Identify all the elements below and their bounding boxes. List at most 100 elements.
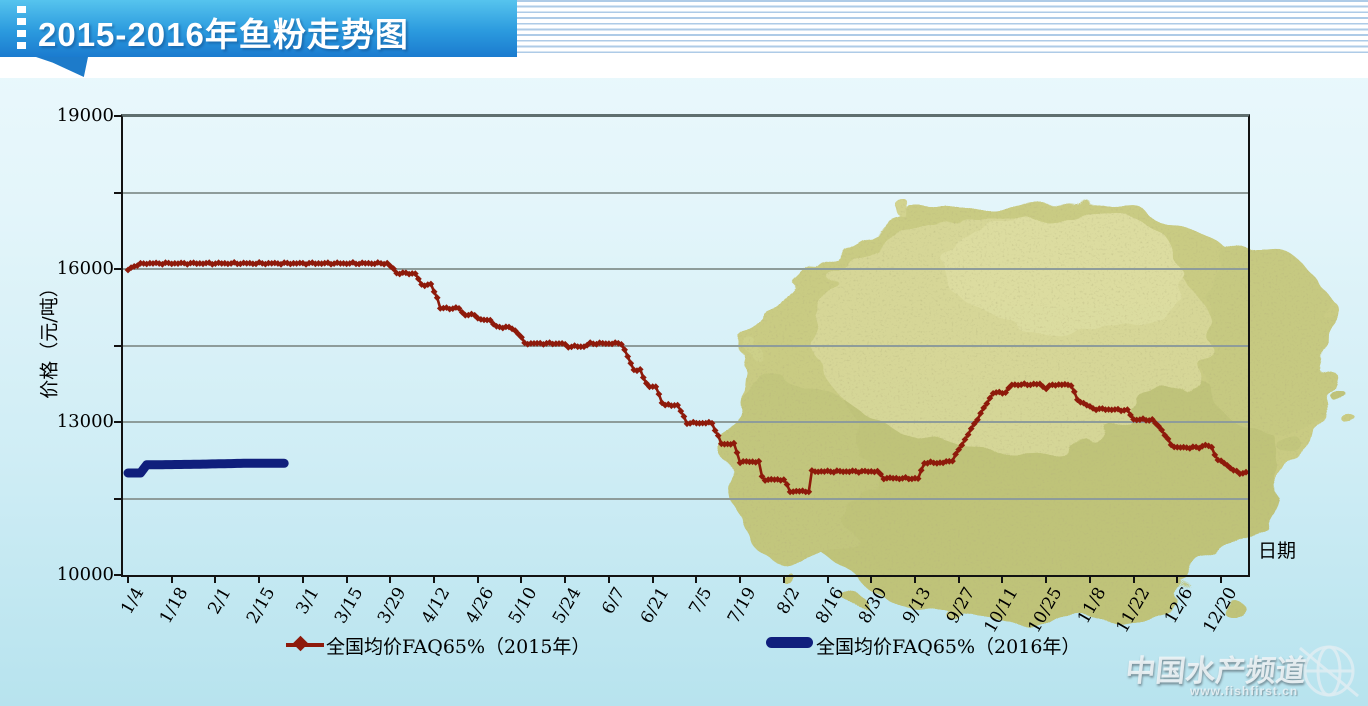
data-point-marker [1002, 389, 1009, 396]
data-point-marker [618, 341, 625, 348]
legend-marker-2016 [766, 637, 813, 648]
data-point-marker [1161, 431, 1169, 439]
x-tick [345, 577, 348, 583]
pinstripe-decoration [517, 0, 1368, 57]
data-point-marker [958, 441, 966, 449]
data-point-marker [430, 288, 438, 296]
x-tick [607, 577, 610, 583]
fishmeal-pile-image [725, 195, 1351, 622]
x-tick [1220, 577, 1223, 583]
data-point-marker [914, 475, 922, 482]
x-tick [739, 577, 742, 583]
x-tick [913, 577, 916, 583]
data-point-marker [1164, 435, 1172, 443]
data-point-marker [964, 431, 972, 438]
x-tick [870, 577, 873, 583]
y-axis-label: 13000 [56, 411, 114, 432]
y-axis-title: 价格（元/吨） [38, 278, 61, 399]
x-tick [1045, 577, 1048, 583]
data-point-marker [1127, 411, 1134, 419]
x-tick [651, 577, 654, 583]
data-point-marker [674, 401, 681, 409]
x-tick [695, 577, 698, 583]
watermark: 中国水产频道 www.fishfirst.cn [1110, 638, 1368, 706]
data-point-marker [433, 294, 441, 302]
data-point-marker [733, 449, 741, 456]
legend-label-2016: 全国均价FAQ65%（2016年） [816, 636, 1081, 658]
data-point-marker [1242, 468, 1248, 476]
data-point-marker [755, 457, 763, 465]
data-series-layer [123, 259, 1248, 496]
data-point-marker [652, 383, 660, 391]
data-point-marker [390, 265, 397, 273]
x-tick [127, 577, 129, 583]
x-tick [520, 577, 523, 583]
data-point-marker [1211, 451, 1219, 459]
legend-label-2015: 全国均价FAQ65%（2015年） [326, 636, 591, 658]
data-point-marker [677, 407, 685, 415]
y-tick [114, 191, 121, 194]
data-point-marker [455, 305, 463, 312]
y-axis-label: 19000 [56, 105, 114, 126]
x-tick [1088, 577, 1091, 583]
gridline [123, 268, 1248, 270]
x-tick [258, 577, 261, 583]
data-point-marker [415, 275, 422, 283]
data-point-marker [877, 470, 884, 478]
data-point-marker [1124, 406, 1131, 413]
page-title: 2015-2016年鱼粉走势图 [38, 16, 409, 53]
title-banner: 2015-2016年鱼粉走势图 [0, 0, 517, 57]
data-point-marker [486, 316, 494, 324]
data-point-marker [636, 366, 644, 373]
data-point-marker [780, 476, 788, 483]
data-point-marker [977, 409, 984, 417]
x-tick [564, 577, 567, 583]
x-axis-title: 日期 [1258, 540, 1297, 562]
data-point-marker [805, 488, 813, 496]
x-tick [1176, 577, 1179, 583]
data-point-marker [146, 259, 154, 267]
x-tick [301, 577, 304, 583]
series-line-0 [126, 261, 1248, 494]
data-point-marker [1155, 422, 1162, 430]
data-point-marker [983, 400, 991, 407]
x-tick [826, 577, 829, 583]
y-axis-label: 10000 [56, 564, 114, 585]
x-tick [170, 577, 173, 583]
watermark-url: www.fishfirst.cn [1190, 684, 1299, 698]
y-tick [114, 344, 121, 347]
y-axis-label: 16000 [56, 258, 114, 279]
gridline [123, 497, 1248, 500]
x-tick [433, 577, 436, 583]
x-tick [476, 577, 479, 583]
data-point-marker [1070, 388, 1078, 396]
series-line-1 [123, 458, 289, 478]
y-tick [114, 268, 121, 270]
y-tick [114, 421, 121, 423]
gridline [123, 191, 1248, 194]
gridline [123, 344, 1248, 347]
x-tick [389, 577, 392, 583]
y-tick [114, 497, 121, 500]
x-tick [957, 577, 960, 583]
data-point-marker [624, 353, 632, 360]
data-point-marker [952, 450, 959, 458]
y-tick [114, 574, 121, 576]
x-tick [782, 577, 785, 583]
data-point-marker [1148, 416, 1156, 423]
banner-dotted-line [17, 6, 26, 51]
x-tick [214, 577, 217, 583]
white-band [0, 57, 1368, 78]
globe-icon [1299, 645, 1359, 698]
data-point-marker [970, 420, 978, 428]
data-point-marker [427, 280, 435, 288]
x-tick [1132, 577, 1135, 583]
data-point-marker [621, 346, 628, 354]
plot-border [121, 114, 1250, 577]
y-tick [114, 115, 121, 117]
x-tick [1001, 577, 1004, 583]
data-point-marker [639, 374, 647, 381]
data-point-marker [411, 270, 419, 277]
data-point-marker [711, 427, 719, 434]
